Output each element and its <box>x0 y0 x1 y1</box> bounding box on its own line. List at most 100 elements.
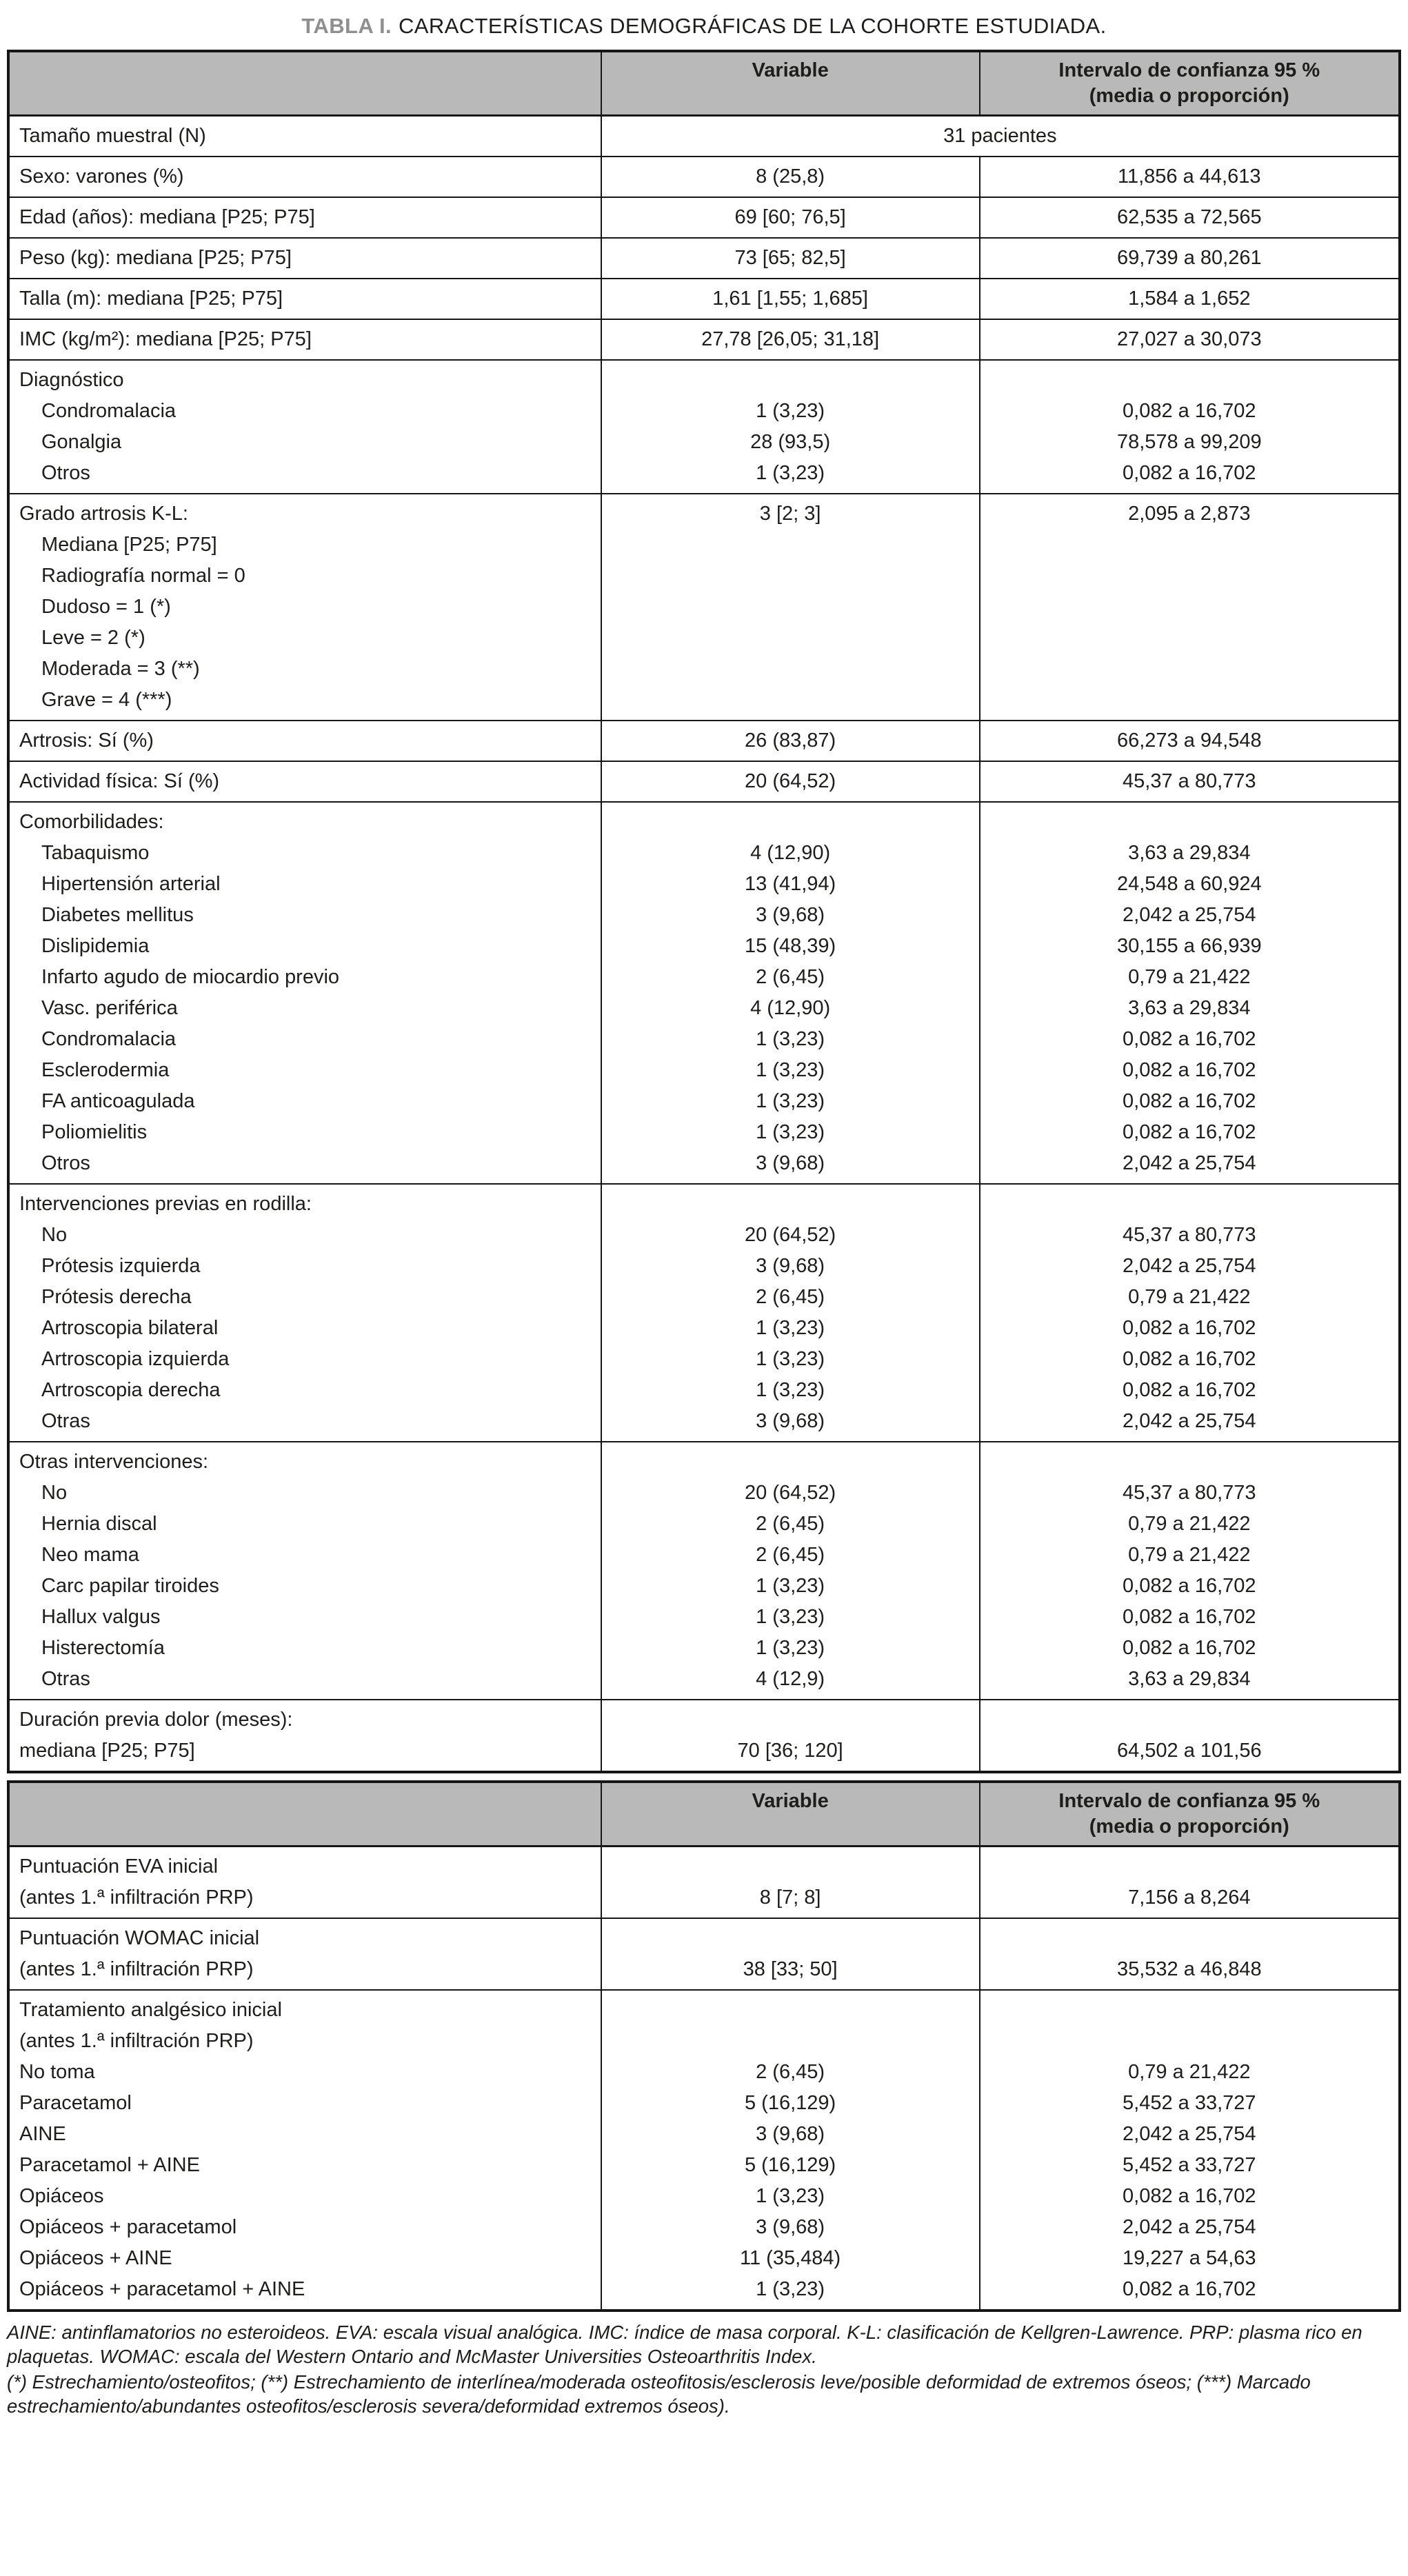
variable-label-cell: Puntuación EVA inicial (antes 1.ª infiltr… <box>8 1845 602 1919</box>
cell-line: 7,156 a 8,264 <box>1128 1886 1251 1909</box>
cell-line: Edad (años): mediana [P25; P75] <box>19 206 315 228</box>
demographics-table-part-2: Variable Intervalo de confianza 95 % (me… <box>7 1780 1401 2312</box>
cell-line: Esclerodermia <box>41 1059 170 1081</box>
cell-line: AINE <box>19 2123 66 2145</box>
table-row: IMC (kg/m²): mediana [P25; P75] 27,78 [26… <box>8 319 1401 361</box>
cell-line <box>987 530 1391 561</box>
cell-line: 3,63 a 29,834 <box>1128 1668 1251 1690</box>
cell-line: 5 (16,129) <box>745 2154 836 2176</box>
cell-line: 1 (3,23) <box>756 1348 825 1370</box>
table-row: Diagnóstico Condromalacia Gonalgia Otros 1 … <box>8 359 1401 494</box>
cell-line: 45,37 a 80,773 <box>1123 1224 1256 1246</box>
cell-line: Opiáceos <box>19 2185 104 2207</box>
cell-line: Condromalacia <box>41 1028 177 1050</box>
cell-line <box>987 1189 1391 1220</box>
cell-line: 1 (3,23) <box>756 1121 825 1143</box>
value-cell: 20 (64,52) <box>600 761 980 803</box>
demographics-table-part-1: Variable Intervalo de confianza 95 % (me… <box>7 50 1401 1773</box>
cell-line: Artroscopia izquierda <box>41 1348 230 1370</box>
table-row: Otras intervenciones: No Hernia discal Neo … <box>8 1441 1401 1700</box>
cell-line <box>609 2026 972 2057</box>
cell-line: 0,082 a 16,702 <box>1123 1348 1256 1370</box>
cell-line: 0,082 a 16,702 <box>1123 1028 1256 1050</box>
cell-line <box>987 623 1391 654</box>
cell-line: 0,082 a 16,702 <box>1123 2278 1256 2300</box>
cell-line: 27,78 [26,05; 31,18] <box>701 328 880 350</box>
cell-line <box>987 1995 1391 2026</box>
cell-line: Hipertensión arterial <box>41 873 221 895</box>
cell-line: Hallux valgus <box>41 1606 161 1628</box>
value-cell: 1,61 [1,55; 1,685] <box>600 278 980 320</box>
ci-cell: 11,856 a 44,613 <box>978 156 1401 198</box>
cell-line: 4 (12,90) <box>750 842 831 864</box>
cell-line: Prótesis izquierda <box>41 1255 201 1277</box>
ci-cell: 66,273 a 94,548 <box>978 720 1401 762</box>
cell-line: 3 (9,68) <box>756 1255 825 1277</box>
cell-line: Infarto agudo de miocardio previo <box>41 966 340 988</box>
cell-line: Tamaño muestral (N) <box>19 125 206 147</box>
cell-line <box>987 807 1391 838</box>
cell-line: 2,042 a 25,754 <box>1123 2216 1256 2238</box>
cell-line: Vasc. periférica <box>41 997 178 1019</box>
table-row: Talla (m): mediana [P25; P75] 1,61 [1,55;… <box>8 278 1401 320</box>
cell-line: Artroscopia bilateral <box>41 1317 219 1339</box>
cell-line: 30,155 a 66,939 <box>1116 935 1262 957</box>
cell-line: 38 [33; 50] <box>743 1958 838 1980</box>
cell-line: 2 (6,45) <box>756 1513 825 1535</box>
cell-line: 0,082 a 16,702 <box>1123 1379 1256 1401</box>
cell-line: 28 (93,5) <box>750 431 831 453</box>
cell-line: 45,37 a 80,773 <box>1123 1482 1256 1504</box>
cell-line: 0,79 a 21,422 <box>1128 2061 1251 2083</box>
cell-line <box>609 1995 972 2026</box>
cell-line: 0,082 a 16,702 <box>1123 400 1256 422</box>
cell-line <box>609 1851 972 1882</box>
cell-line: Diabetes mellitus <box>41 904 194 926</box>
cell-line: 70 [36; 120] <box>737 1740 843 1762</box>
cell-line: 2 (6,45) <box>756 1544 825 1566</box>
cell-line: 1 (3,23) <box>756 1606 825 1628</box>
ci-cell: 45,37 a 80,773 <box>978 761 1401 803</box>
cell-line: 2,042 a 25,754 <box>1123 2123 1256 2145</box>
page: TABLA I. CARACTERÍSTICAS DEMOGRÁFICAS DE … <box>7 14 1401 2417</box>
cell-line: Artrosis: Sí (%) <box>19 729 154 752</box>
cell-line: Radiografía normal = 0 <box>41 565 245 587</box>
cell-line: Grado artrosis K-L: <box>19 503 188 525</box>
cell-line: (antes 1.ª infiltración PRP) <box>19 1886 254 1909</box>
cell-line: 45,37 a 80,773 <box>1123 770 1256 792</box>
cell-line: 2,042 a 25,754 <box>1123 1255 1256 1277</box>
table-row: Sexo: varones (%) 8 (25,8) 11,856 a 44,613 <box>8 156 1401 198</box>
variable-label-cell: Puntuación WOMAC inicial (antes 1.ª infil… <box>8 1918 602 1991</box>
cell-line: 0,082 a 16,702 <box>1123 1575 1256 1597</box>
variable-label-cell: Otras intervenciones: No Hernia discal Neo … <box>8 1441 602 1700</box>
ci-cell: 62,535 a 72,565 <box>978 197 1401 239</box>
cell-line: Otras <box>41 1668 90 1690</box>
ci-cell: 45,37 a 80,773 2,042 a 25,754 0,79 a 21,42… <box>978 1183 1401 1442</box>
cell-line: 1 (3,23) <box>756 462 825 484</box>
cell-line: Histerectomía <box>41 1637 165 1659</box>
header-confidence-interval: Intervalo de confianza 95 % (media o pro… <box>978 50 1401 117</box>
cell-line: 15 (48,39) <box>745 935 836 957</box>
span-value-cell: 31 pacientes <box>600 114 1401 157</box>
cell-line <box>609 365 972 396</box>
cell-line: 3 (9,68) <box>756 2123 825 2145</box>
table-row: Artrosis: Sí (%) 26 (83,87) 66,273 a 94,54… <box>8 720 1401 762</box>
cell-line: 0,082 a 16,702 <box>1123 2185 1256 2207</box>
header-ci-line: Intervalo de confianza 95 % <box>1058 59 1320 81</box>
cell-line: Sexo: varones (%) <box>19 165 184 188</box>
value-cell: 1 (3,23) 28 (93,5) 1 (3,23) <box>600 359 980 494</box>
header-confidence-interval: Intervalo de confianza 95 % (media o pro… <box>978 1781 1401 1847</box>
cell-line <box>609 685 972 716</box>
header-ci-line: (media o proporción) <box>1089 85 1289 107</box>
cell-line: 0,082 a 16,702 <box>1123 1317 1256 1339</box>
variable-label-cell: Actividad física: Sí (%) <box>8 761 602 803</box>
cell-line: FA anticoagulada <box>41 1090 195 1112</box>
cell-line <box>987 365 1391 396</box>
cell-line: Condromalacia <box>41 400 177 422</box>
header-ci-line: Intervalo de confianza 95 % <box>1058 1790 1320 1812</box>
cell-line: 31 pacientes <box>943 125 1057 147</box>
cell-line: Tratamiento analgésico inicial <box>19 1999 282 2021</box>
cell-line: No <box>41 1482 68 1504</box>
value-cell: 38 [33; 50] <box>600 1918 980 1991</box>
table-body: Puntuación EVA inicial (antes 1.ª infiltr… <box>8 1845 1401 2311</box>
cell-line: Comorbilidades: <box>19 811 164 833</box>
